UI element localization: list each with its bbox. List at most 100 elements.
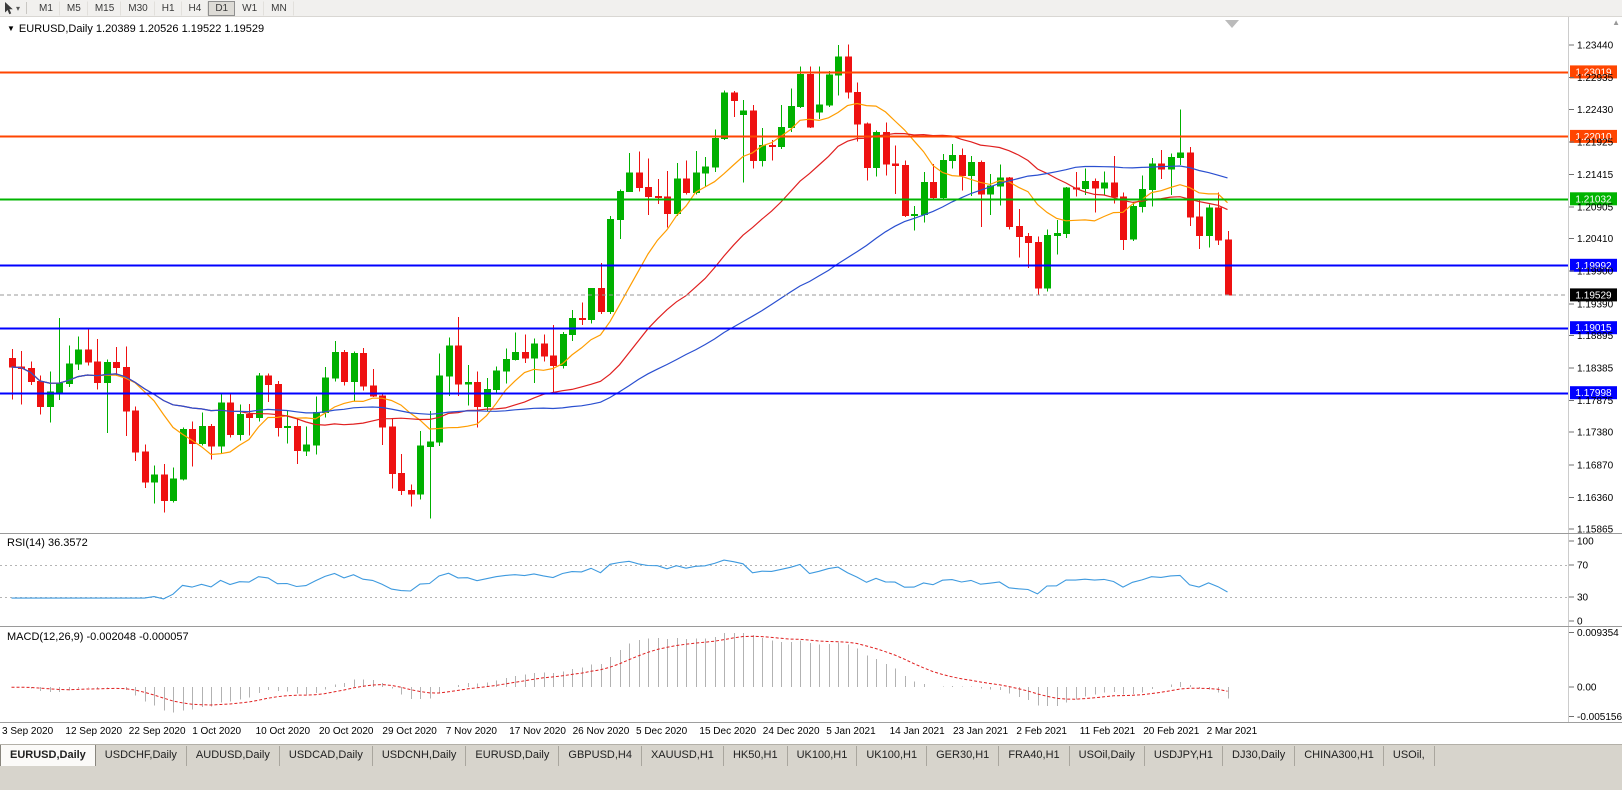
candle-body — [522, 351, 529, 359]
svg-text:1.15865: 1.15865 — [1577, 524, 1614, 535]
chart-tab-eurusd-daily[interactable]: EURUSD,Daily — [466, 746, 560, 766]
chart-tab-audusd-daily[interactable]: AUDUSD,Daily — [186, 746, 280, 766]
candle-body — [142, 451, 149, 483]
macd-pane — [11, 633, 1229, 713]
svg-text:1.19529: 1.19529 — [1575, 290, 1612, 301]
chart-tab-uk100-h1[interactable]: UK100,H1 — [787, 746, 858, 766]
candle-body — [208, 425, 215, 447]
date-label: 11 Feb 2021 — [1079, 726, 1136, 737]
candle-body — [503, 358, 510, 372]
svg-text:1.16870: 1.16870 — [1577, 460, 1614, 471]
candle-body — [1206, 207, 1213, 236]
svg-text:100: 100 — [1577, 537, 1594, 548]
cursor-icon[interactable] — [4, 1, 15, 15]
candle-body — [379, 395, 386, 428]
svg-text:1.23019: 1.23019 — [1575, 67, 1612, 78]
chart-canvas[interactable]: 1.23019 1.22010 1.21032 1.19992 1.19015 1.179… — [0, 17, 1622, 722]
candle-body — [1225, 239, 1232, 296]
chart-tab-usdcnh-daily[interactable]: USDCNH,Daily — [372, 746, 467, 766]
date-label: 1 Oct 2020 — [192, 726, 242, 737]
chart-shift-marker[interactable] — [1225, 20, 1239, 28]
timeframe-button-mn[interactable]: MN — [264, 0, 294, 16]
svg-text:1.19015: 1.19015 — [1575, 323, 1612, 334]
collapse-triangle-icon[interactable]: ▼ — [7, 24, 15, 33]
candle-body — [199, 425, 206, 445]
chart-tab-gbpusd-h4[interactable]: GBPUSD,H4 — [559, 746, 642, 766]
candle-body — [930, 181, 937, 199]
rsi-line — [11, 559, 1228, 600]
candle-body — [408, 489, 415, 495]
candle-body — [104, 362, 111, 383]
candle-body — [693, 172, 700, 194]
chart-tab-usoil-[interactable]: USOil, — [1383, 746, 1435, 766]
chart-tab-usdcad-daily[interactable]: USDCAD,Daily — [279, 746, 373, 766]
chart-tab-ger30-h1[interactable]: GER30,H1 — [927, 746, 1000, 766]
candle-body — [674, 178, 681, 215]
candle-body — [1054, 233, 1061, 236]
chart-tab-hk50-h1[interactable]: HK50,H1 — [723, 746, 788, 766]
chart-tab-dj30-daily[interactable]: DJ30,Daily — [1223, 746, 1296, 766]
chart-tab-china300-h1[interactable]: CHINA300,H1 — [1295, 746, 1384, 766]
symbol-ohlc-label: ▼ EURUSD,Daily 1.20389 1.20526 1.19522 1.… — [7, 23, 264, 35]
candle-body — [1111, 182, 1118, 198]
scroll-up-icon[interactable]: ▲ — [1612, 18, 1620, 27]
date-axis[interactable]: 3 Sep 2020 12 Sep 2020 22 Sep 2020 1 Oct 20… — [0, 722, 1622, 739]
svg-text:0: 0 — [1577, 617, 1583, 628]
toolbar-dropdown-icon[interactable]: ▾ — [16, 3, 21, 13]
timeframe-button-w1[interactable]: W1 — [235, 0, 265, 16]
timeframe-button-m15[interactable]: M15 — [88, 0, 122, 16]
chart-tab-usdchf-daily[interactable]: USDCHF,Daily — [95, 746, 187, 766]
chart-tab-usoil-daily[interactable]: USOil,Daily — [1069, 746, 1145, 766]
candle-body — [949, 155, 956, 162]
candle-body — [28, 367, 35, 383]
svg-text:1.17380: 1.17380 — [1577, 428, 1614, 439]
candle-body — [797, 73, 804, 107]
price-axis[interactable]: 1.23019 1.22010 1.21032 1.19992 1.19015 1.179… — [1569, 40, 1622, 722]
candle-body — [417, 445, 424, 495]
candle-body — [332, 351, 339, 379]
horizontal-lines[interactable] — [0, 71, 1568, 395]
candle-body — [1063, 187, 1070, 235]
timeframe-button-m1[interactable]: M1 — [32, 0, 60, 16]
candle-body — [873, 132, 880, 169]
chart-tab-fra40-h1[interactable]: FRA40,H1 — [999, 746, 1070, 766]
date-label: 23 Jan 2021 — [953, 726, 1009, 737]
chart-tab-eurusd-daily[interactable]: EURUSD,Daily — [0, 745, 96, 766]
date-label: 24 Dec 2020 — [762, 726, 820, 737]
date-label: 2 Mar 2021 — [1206, 726, 1258, 737]
candle-body — [170, 478, 177, 501]
macd-indicator-label: MACD(12,26,9) -0.002048 -0.000057 — [7, 631, 189, 643]
timeframe-button-m30[interactable]: M30 — [121, 0, 155, 16]
candle-body — [123, 367, 130, 412]
candle-body — [256, 375, 263, 418]
candle-body — [218, 402, 225, 447]
candle-body — [598, 287, 605, 312]
candle-body — [921, 181, 928, 215]
svg-text:1.21415: 1.21415 — [1577, 170, 1614, 181]
candle-body — [826, 74, 833, 106]
rsi-indicator-label: RSI(14) 36.3572 — [7, 537, 88, 549]
candle-body — [1016, 225, 1023, 238]
candle-body — [303, 444, 310, 452]
ma-10-line — [11, 102, 1228, 456]
timeframe-button-h4[interactable]: H4 — [182, 0, 209, 16]
date-label: 3 Sep 2020 — [2, 726, 54, 737]
candle-body — [180, 429, 187, 480]
timeframe-button-m5[interactable]: M5 — [60, 0, 88, 16]
timeframe-button-d1[interactable]: D1 — [208, 0, 236, 16]
candle-body — [721, 92, 728, 139]
candle-body — [85, 349, 92, 363]
price-badge — [1570, 321, 1617, 335]
price-badge — [1570, 258, 1617, 272]
macd-signal-line — [11, 635, 1228, 706]
timeframe-button-h1[interactable]: H1 — [155, 0, 182, 16]
candle-body — [1130, 206, 1137, 240]
candle-body — [484, 388, 491, 408]
svg-text:1.20905: 1.20905 — [1577, 202, 1614, 213]
chart-tab-uk100-h1[interactable]: UK100,H1 — [857, 746, 928, 766]
candle-body — [617, 190, 624, 220]
chart-tab-xauusd-h1[interactable]: XAUUSD,H1 — [641, 746, 724, 766]
candle-body — [788, 105, 795, 128]
chart-tab-usdjpy-h1[interactable]: USDJPY,H1 — [1144, 746, 1224, 766]
candle-body — [1101, 182, 1108, 189]
